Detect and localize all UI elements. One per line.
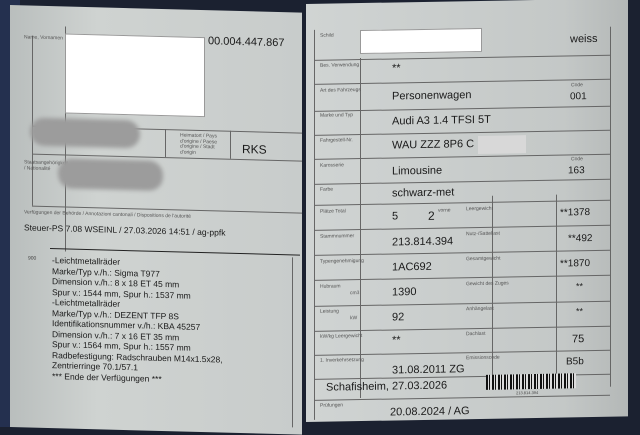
vehicle-type-label: Art des Fahrzeugs [320, 87, 361, 94]
notes-label: Verfügungen der Behörde / Annotazioni ca… [24, 209, 191, 220]
master-number-label: Stammnummer [320, 233, 355, 240]
master-number: 213.814.394 [392, 235, 454, 249]
barcode-text: 213.814.394 [516, 389, 539, 396]
stamp-line: Steuer-PS 7.08 WSEINL / 27.03.2026 14:51… [24, 222, 226, 238]
make-label: Marke und Typ [320, 112, 353, 119]
redacted-owner [65, 33, 205, 118]
plate-color: weiss [570, 32, 598, 46]
seats-front: 2 [428, 208, 435, 223]
inspection: 20.08.2024 / AG [390, 405, 470, 419]
plate-label: Schild [320, 32, 334, 39]
seats-label: Plätze Total [320, 208, 346, 215]
displacement: 1390 [392, 286, 417, 299]
origin-label: Heimatort / Pays d'origine / Paese d'ori… [180, 132, 218, 156]
vin-label: Fahrgestell-Nr. [320, 137, 353, 144]
redacted-plate [360, 27, 482, 55]
barcode [486, 373, 576, 390]
roof-load-label: Dachlast [466, 330, 486, 338]
redacted-field [30, 117, 140, 149]
displacement-unit: cm3 [350, 290, 360, 297]
notes-code: 900 [28, 255, 37, 262]
body: Limousine [392, 164, 443, 178]
type-approval: 1AC692 [392, 260, 432, 274]
gross-weight: **1870 [560, 258, 591, 270]
right-page: Schild weiss Bes. Verwendung ** Art des … [306, 0, 628, 423]
roof-load: 75 [572, 333, 585, 346]
special-use-label: Bes. Verwendung [320, 62, 360, 69]
power-label: Leistung [320, 308, 339, 315]
body-label: Karosserie [320, 162, 344, 169]
curb-weight: **1378 [560, 207, 591, 219]
power-unit: kW [350, 315, 358, 322]
payload: **492 [568, 232, 593, 245]
redacted-vin [478, 135, 526, 154]
type-approval-label: Typengenehmigung [320, 257, 364, 265]
color: schwarz-met [392, 186, 455, 200]
trailer-load: ** [576, 306, 584, 317]
code-label: Code [571, 82, 583, 89]
displacement-label: Hubraum [320, 283, 341, 290]
power: 92 [392, 311, 405, 324]
seats-front-label: vorne [438, 207, 451, 214]
vehicle-type: Personenwagen [392, 89, 472, 103]
trailer-load-label: Anhängelast [466, 305, 494, 313]
curb-weight-label: Leergewicht [466, 205, 493, 213]
power-weight: ** [392, 334, 401, 347]
first-registration-label: 1. Inverkehrsetzung [320, 356, 364, 364]
left-page: Name, Vornamen 00.004.447.867 Heimatort … [10, 5, 302, 435]
gross-weight-label: Gesamtgewicht [466, 255, 501, 263]
power-weight-label: kW/kg Leergewicht [320, 333, 363, 340]
name-label: Name, Vornamen [24, 34, 63, 42]
body-code: 163 [568, 165, 585, 177]
train-weight: ** [576, 281, 584, 292]
first-registration: 31.08.2011 ZG [392, 363, 465, 377]
payload-label: Nutz-/Sattellast [466, 230, 500, 238]
emission-label: Emissionscode [466, 354, 500, 362]
make-model: Audi A3 1.4 TFSI 5T [392, 113, 491, 128]
origin-value: RKS [242, 142, 267, 157]
vin: WAU ZZZ 8P6 C [392, 138, 475, 152]
vehicle-type-code: 001 [570, 91, 587, 103]
notes-list: -Leichtmetallräder Marke/Typ v./h.: Sigm… [52, 255, 223, 385]
train-weight-label: Gewicht des Zuges [466, 280, 509, 288]
special-use: ** [392, 62, 401, 75]
place-date: Schafisheim, 27.03.2026 [326, 379, 448, 394]
emission-code: B5b [566, 356, 584, 368]
color-label: Farbe [320, 186, 334, 193]
code-label: Code [571, 156, 583, 163]
seats: 5 [392, 210, 399, 223]
redacted-field [58, 158, 163, 192]
document-number: 00.004.447.867 [208, 35, 285, 50]
inspection-label: Prüfungen [320, 402, 344, 409]
